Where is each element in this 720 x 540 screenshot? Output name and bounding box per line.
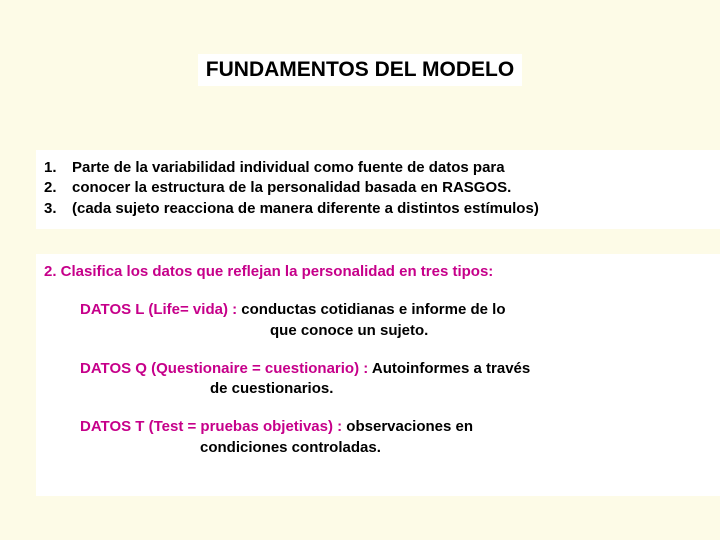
list-number: 1. bbox=[44, 158, 72, 178]
list-text: conocer la estructura de la personalidad… bbox=[72, 178, 712, 198]
data-desc-cont: que conoce un sujeto. bbox=[80, 321, 712, 341]
data-desc-cont: de cuestionarios. bbox=[80, 379, 712, 399]
list-item: 3. (cada sujeto reacciona de manera dife… bbox=[44, 199, 712, 219]
section-heading: 2. Clasifica los datos que reflejan la p… bbox=[44, 262, 712, 282]
list-text: (cada sujeto reacciona de manera diferen… bbox=[72, 199, 712, 219]
title-container: FUNDAMENTOS DEL MODELO bbox=[0, 54, 720, 86]
data-type-l: DATOS L (Life= vida) : conductas cotidia… bbox=[80, 300, 712, 341]
data-label: DATOS Q (Questionaire = cuestionario) : bbox=[80, 360, 368, 377]
data-desc: Autoinformes a través bbox=[368, 360, 530, 377]
list-item: 1. Parte de la variabilidad individual c… bbox=[44, 158, 712, 178]
data-label: DATOS L (Life= vida) : bbox=[80, 301, 237, 318]
list-text: Parte de la variabilidad individual como… bbox=[72, 158, 712, 178]
data-label: DATOS T (Test = pruebas objetivas) : bbox=[80, 418, 342, 435]
foundations-list: 1. Parte de la variabilidad individual c… bbox=[36, 150, 720, 229]
data-desc: conductas cotidianas e informe de lo bbox=[237, 301, 505, 318]
list-item: 2. conocer la estructura de la personali… bbox=[44, 178, 712, 198]
data-types-section: 2. Clasifica los datos que reflejan la p… bbox=[36, 254, 720, 496]
page-title: FUNDAMENTOS DEL MODELO bbox=[198, 54, 522, 86]
data-type-q: DATOS Q (Questionaire = cuestionario) : … bbox=[80, 359, 712, 400]
list-number: 3. bbox=[44, 199, 72, 219]
list-number: 2. bbox=[44, 178, 72, 198]
data-desc: observaciones en bbox=[342, 418, 473, 435]
data-desc-cont: condiciones controladas. bbox=[80, 438, 712, 458]
data-type-t: DATOS T (Test = pruebas objetivas) : obs… bbox=[80, 417, 712, 458]
